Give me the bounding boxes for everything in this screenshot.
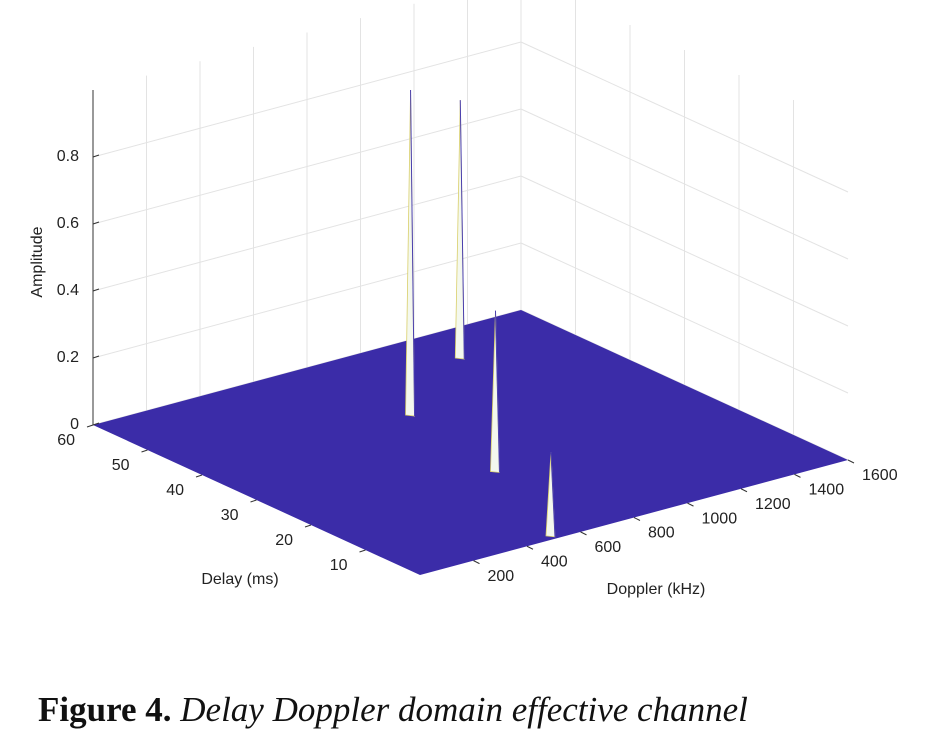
tick-mark	[740, 488, 748, 493]
z-tick-label: 0	[70, 416, 79, 433]
grid-line	[520, 242, 849, 394]
tick-mark	[92, 221, 100, 225]
y-axis-label: Doppler (kHz)	[607, 581, 706, 598]
z-tick-label: 0.8	[57, 148, 79, 165]
x-axis-label: Delay (ms)	[201, 571, 278, 588]
chart: 0 0.2 0.4 0.6 0.8 10 20 30 40 50 60 200 400 600 800 100…	[29, 0, 898, 598]
grid-line	[92, 175, 522, 292]
tick-mark	[304, 524, 312, 528]
tick-mark	[359, 549, 366, 553]
grid-line	[92, 108, 522, 225]
grid-line	[520, 108, 849, 260]
x-tick-label: 60	[57, 432, 75, 449]
tick-mark	[794, 473, 801, 478]
z-tick-label: 0.4	[57, 282, 79, 299]
z-tick-label: 0.2	[57, 349, 79, 366]
tick-mark	[86, 424, 94, 428]
tick-mark	[92, 355, 100, 359]
tick-mark	[687, 502, 694, 507]
grid-line	[92, 242, 522, 359]
x-tick-label: 40	[166, 482, 184, 499]
tick-mark	[141, 449, 148, 453]
tick-mark	[250, 499, 257, 503]
tick-mark	[633, 517, 641, 521]
peak-edge	[494, 310, 500, 473]
tick-mark	[195, 474, 203, 478]
caption-label: Figure 4.	[38, 690, 172, 729]
x-tick-label: 30	[221, 507, 239, 524]
y-tick-label: 400	[541, 553, 568, 570]
y-tick-label: 1600	[862, 467, 898, 484]
y-tick-label: 1200	[755, 496, 791, 513]
tick-mark	[92, 154, 100, 158]
caption-text: Delay Doppler domain effective channel	[180, 690, 748, 729]
z-tick-label: 0.6	[57, 215, 79, 232]
x-tick-label: 10	[330, 557, 348, 574]
tick-mark	[92, 288, 100, 292]
tick-mark	[526, 545, 534, 550]
x-tick-label: 20	[275, 532, 293, 549]
grid-line	[92, 41, 522, 158]
y-tick-label: 200	[488, 568, 515, 585]
z-axis-label: Amplitude	[29, 226, 46, 297]
tick-mark	[92, 422, 100, 426]
grid-line	[520, 41, 849, 193]
peak	[454, 100, 465, 360]
tick-mark	[580, 531, 587, 536]
y-tick-label: 800	[648, 525, 675, 542]
surface	[93, 310, 848, 575]
peak-edge	[410, 90, 416, 417]
caption: Figure 4. Delay Doppler domain effective…	[38, 690, 748, 730]
y-tick-label: 600	[595, 539, 622, 556]
peak	[405, 90, 415, 417]
tick-mark	[473, 560, 480, 565]
peak-edge	[550, 452, 556, 537]
peak-edge	[459, 100, 465, 360]
y-tick-label: 1000	[702, 510, 738, 527]
tick-mark	[847, 459, 855, 464]
y-tick-label: 1400	[809, 482, 845, 499]
x-tick-label: 50	[112, 457, 130, 474]
grid-line	[520, 175, 849, 327]
